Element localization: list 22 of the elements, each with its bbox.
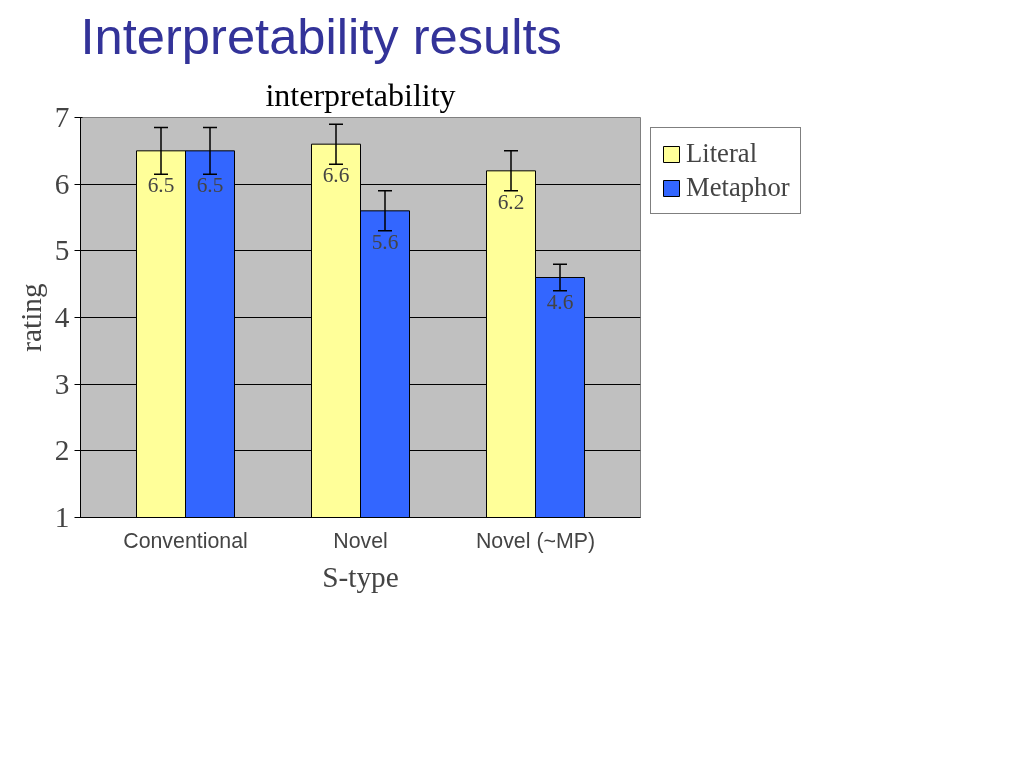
data-label: 6.6: [322, 163, 350, 188]
chart-title: Interpretability results: [80, 7, 562, 65]
data-label: 5.6: [371, 229, 399, 254]
y-tick-label: 4: [54, 301, 70, 333]
y-tick-label: 3: [54, 367, 70, 400]
legend-label: Literal: [686, 138, 758, 169]
chart-subtitle: interpretability: [265, 76, 456, 113]
x-tick-label: Novel (~MP): [475, 528, 596, 553]
data-label: 4.6: [546, 289, 574, 314]
y-tick-label: 6: [54, 167, 70, 200]
data-label: 6.2: [497, 189, 525, 214]
legend-label: Metaphor: [686, 172, 790, 203]
data-label: 6.5: [147, 173, 175, 198]
x-axis-title: S-type: [322, 560, 399, 593]
y-axis-title: rating: [14, 282, 47, 352]
x-tick-label: Conventional: [123, 528, 248, 553]
y-tick-label: 5: [54, 234, 70, 267]
x-tick-label: Novel: [333, 528, 388, 553]
data-label: 6.5: [196, 173, 224, 198]
y-tick-label: 2: [54, 434, 70, 467]
y-tick-label: 7: [54, 101, 70, 133]
y-tick-label: 1: [54, 501, 70, 533]
